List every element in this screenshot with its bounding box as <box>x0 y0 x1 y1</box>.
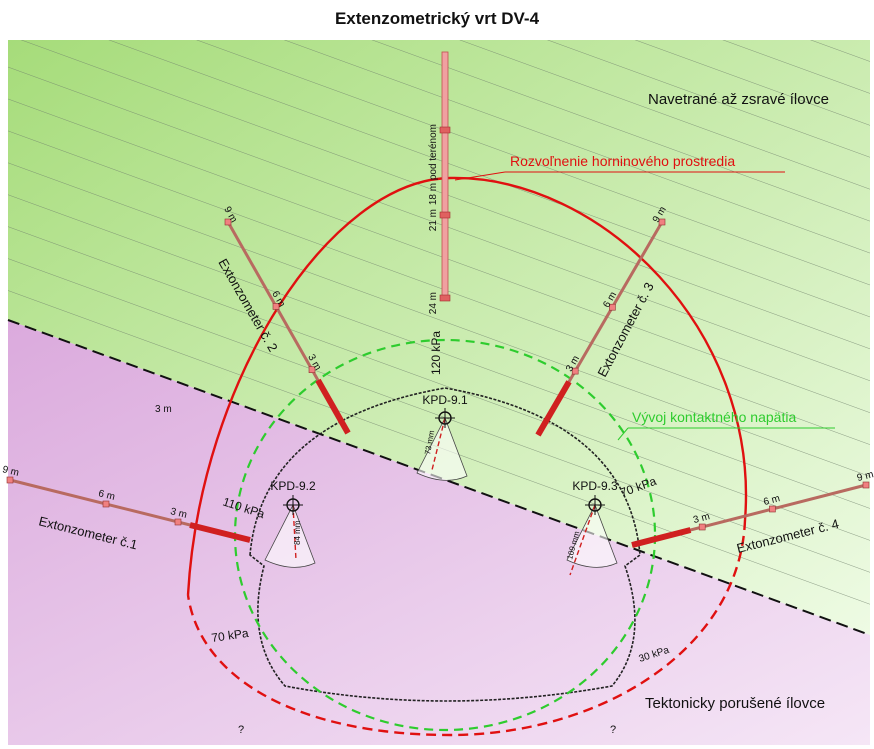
depth-label: 9 m <box>856 469 874 484</box>
point-label: KPD-9.3 <box>572 479 618 493</box>
leader <box>617 427 629 441</box>
anchor <box>769 505 776 513</box>
anchor <box>6 476 14 484</box>
title: Extenzometrický vrt DV-4 <box>335 9 540 28</box>
lower-zone <box>8 320 870 745</box>
anchor <box>698 523 706 531</box>
depth-label: 3 m <box>169 506 188 521</box>
depth-label: 6 m <box>97 488 116 503</box>
curve-label: Vývoj kontaktného napätia <box>632 409 796 425</box>
displacement-arrow <box>569 504 596 576</box>
extensometer-head <box>315 378 351 435</box>
anchor <box>308 366 316 374</box>
displacement-arrow <box>431 417 446 471</box>
depth-label: 24 m <box>428 292 439 314</box>
zone-label: Navetrané až zsravé ílovce <box>648 91 829 108</box>
displacement-label: 84 mm <box>293 520 302 545</box>
depth-label: 6 m <box>762 493 781 508</box>
anchor <box>224 218 232 226</box>
note: ? <box>610 724 616 736</box>
wedge <box>566 504 618 568</box>
borehole-marker <box>439 211 451 219</box>
leader <box>454 171 506 181</box>
curve-label: Rozvoľnenie horninového prostredia <box>510 153 735 169</box>
anchor <box>658 218 666 226</box>
pressure-label: 120 kPa <box>429 331 443 375</box>
depth-label: 3 m <box>692 511 711 526</box>
anchor <box>609 303 616 311</box>
pressure-label: 70 kPa <box>210 626 249 645</box>
point-label: KPD-9.1 <box>422 393 468 407</box>
loosening-curve-dashed <box>186 519 747 737</box>
depth-label: 9 m <box>1 464 20 479</box>
borehole-marker <box>439 126 451 134</box>
extensometer-head <box>535 380 572 437</box>
tunnel <box>249 387 641 702</box>
wedge <box>416 417 468 481</box>
note: 3 m <box>155 404 172 415</box>
zone-label: Tektonicky porušené ílovce <box>645 695 825 712</box>
anchor <box>272 303 280 310</box>
depth-label: 21 m <box>428 209 439 231</box>
displacement-label: 73 mm <box>423 429 436 455</box>
point-label: KPD-9.2 <box>270 479 316 493</box>
borehole <box>441 51 449 299</box>
anchor <box>862 481 870 489</box>
anchor <box>102 500 110 508</box>
loosening-curve <box>186 176 748 596</box>
depth-label: 18 m pod terénom <box>428 124 439 205</box>
anchor <box>571 367 579 375</box>
borehole-marker <box>439 294 451 302</box>
wedge <box>264 504 316 568</box>
extensometer-head <box>189 522 251 543</box>
note: ? <box>238 724 244 736</box>
anchor <box>174 518 182 526</box>
extensometer-head <box>631 527 692 548</box>
